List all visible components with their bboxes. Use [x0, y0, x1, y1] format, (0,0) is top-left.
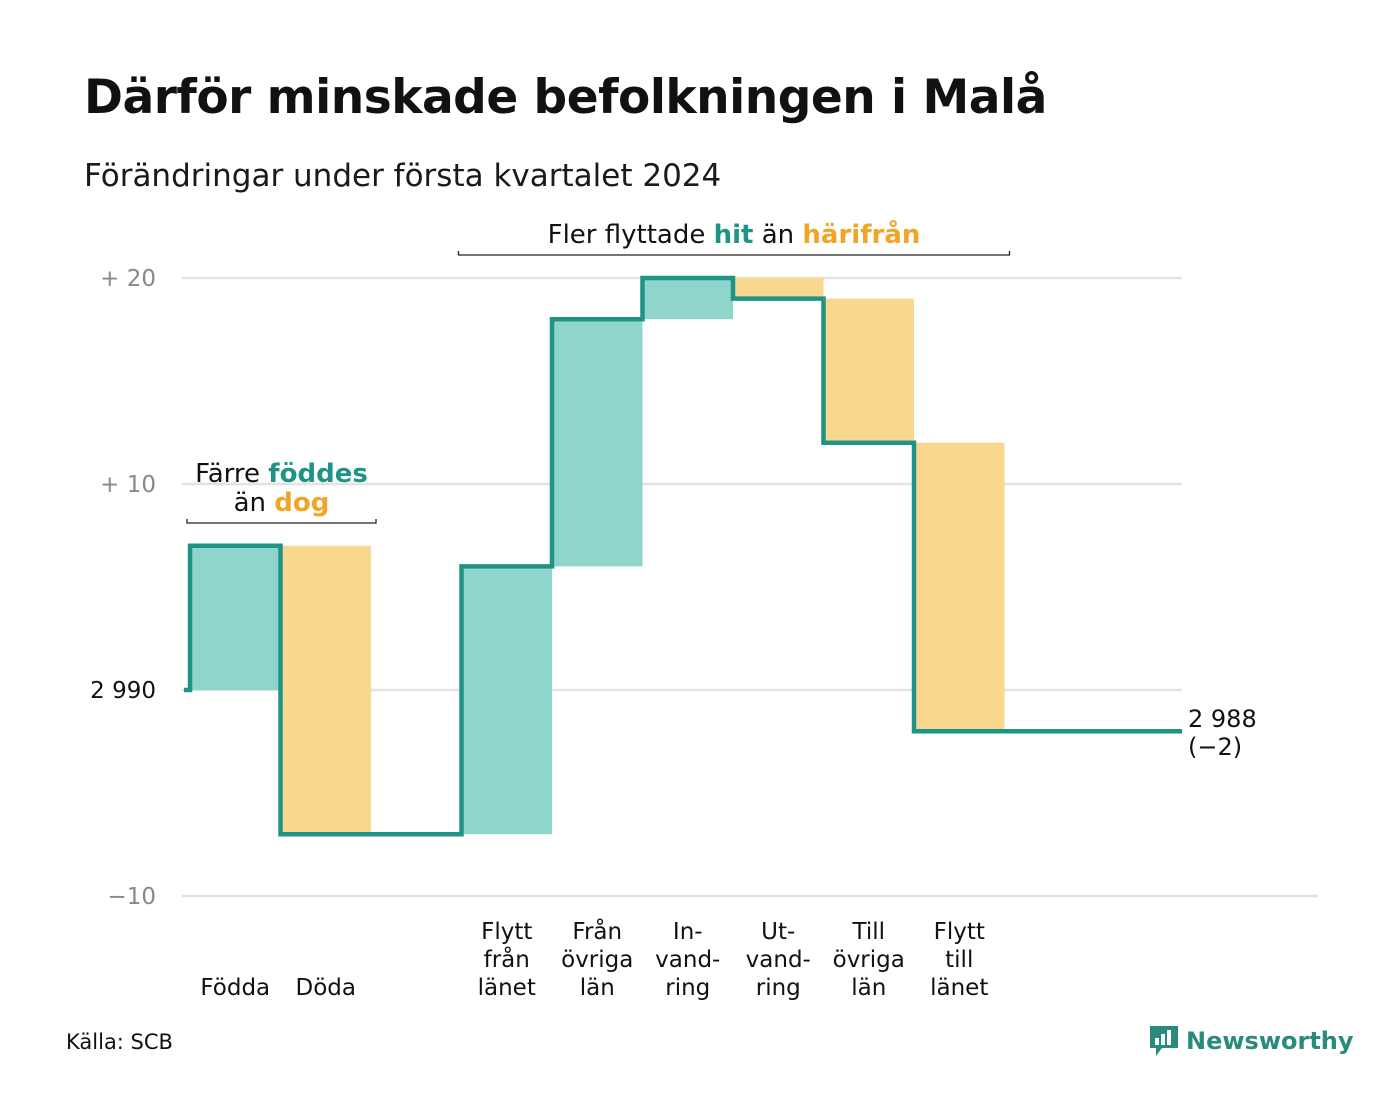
- category-label: In-: [673, 919, 703, 945]
- end-value-label: 2 988: [1188, 705, 1257, 733]
- category-label: län: [580, 975, 615, 1001]
- category-label: län: [851, 975, 886, 1001]
- category-label: Döda: [296, 975, 356, 1001]
- category-label: Till: [851, 919, 885, 945]
- annotation-segment: Färre: [195, 459, 268, 489]
- annotation-segment: än: [234, 488, 275, 518]
- y-tick-label: + 20: [100, 266, 156, 292]
- category-label: vand-: [746, 947, 811, 973]
- category-label: från: [484, 945, 530, 973]
- bar-chart-speech-bubble-icon: [1150, 1026, 1178, 1056]
- source-note: Källa: SCB: [66, 1030, 173, 1054]
- brand-name: Newsworthy: [1186, 1027, 1354, 1055]
- annotation-segment: härifrån: [802, 218, 920, 250]
- category-label: ring: [665, 975, 710, 1001]
- annotation-text: Fler flyttade hit än härifrån: [548, 218, 921, 250]
- waterfall-bar: [280, 545, 371, 835]
- annotation-segment: än: [753, 220, 802, 250]
- category-label: Från: [572, 917, 622, 945]
- category-label: Födda: [200, 975, 270, 1001]
- waterfall-bar: [823, 298, 914, 443]
- running-total-line: [184, 275, 1182, 837]
- annotation-segment: hit: [714, 220, 754, 250]
- waterfall-bar: [552, 319, 643, 567]
- category-label: vand-: [655, 947, 720, 973]
- category-label: övriga: [833, 947, 905, 973]
- y-tick-label: −10: [107, 884, 156, 910]
- waterfall-bar: [914, 442, 1005, 732]
- category-label: länet: [930, 975, 988, 1001]
- waterfall-bar: [461, 566, 552, 835]
- annotation-text: Färre föddes: [195, 459, 368, 489]
- category-label: ring: [756, 975, 801, 1001]
- annotation-segment: dog: [274, 488, 329, 518]
- category-label: Flytt: [934, 919, 985, 945]
- annotation-segment: föddes: [268, 459, 368, 489]
- category-label: till: [945, 947, 973, 973]
- y-tick-label: + 10: [100, 472, 156, 498]
- y-tick-label: 2 990: [90, 678, 156, 704]
- annotation-segment: Fler flyttade: [548, 220, 714, 250]
- chart-subtitle: Förändringar under första kvartalet 2024: [84, 158, 722, 194]
- waterfall-bar: [733, 278, 824, 299]
- chart-title: Därför minskade befolkningen i Malå: [84, 70, 1047, 125]
- waterfall-bar: [190, 545, 281, 690]
- annotation-bracket: [457, 251, 1011, 256]
- annotation-bracket: [186, 519, 377, 524]
- category-label: övriga: [561, 947, 633, 973]
- annotation-text: än dog: [234, 488, 330, 518]
- category-label: Flytt: [481, 919, 532, 945]
- category-label: Ut-: [761, 919, 795, 945]
- category-label: länet: [478, 975, 536, 1001]
- waterfall-bar: [642, 278, 733, 320]
- end-value-label: (−2): [1188, 733, 1242, 761]
- brand-logo: Newsworthy: [1148, 1024, 1354, 1058]
